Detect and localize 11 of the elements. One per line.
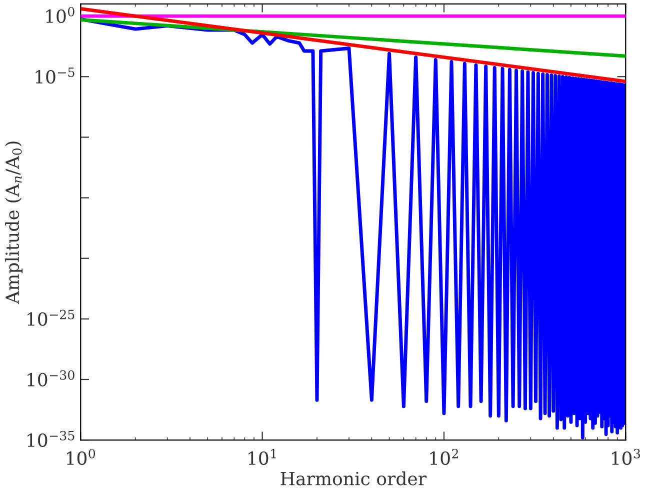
x-tick-label: 10$^{0}$ [66,448,96,466]
x-tick-label: 10$^{3}$ [612,448,640,466]
y-tick-label: 10$^{−35}$ [28,430,74,448]
x-tick-label: 10$^{2}$ [430,448,458,466]
y-tick-label: 10$^{0}$ [46,6,74,24]
x-tick-label: 10$^{1}$ [248,448,276,466]
x-axis-title: Harmonic order [280,471,427,486]
y-tick-label: 10$^{−5}$ [36,68,74,84]
y-axis-title: Amplitude (A$_{n}$/A$_{0}$) [5,142,23,304]
y-tick-label: 10$^{−25}$ [28,310,74,326]
y-tick-label: 10$^{−30}$ [28,370,74,386]
